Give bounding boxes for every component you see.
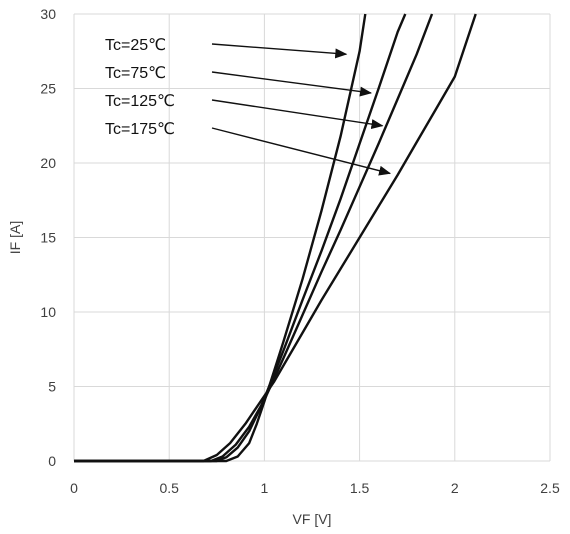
annotation-arrow-4 bbox=[211, 127, 392, 176]
x-tick-label-2: 1 bbox=[261, 480, 269, 496]
annotation-label-3: Tc=125℃ bbox=[105, 93, 175, 110]
y-tick-label-3: 15 bbox=[40, 230, 56, 246]
y-tick-label-1: 5 bbox=[48, 379, 56, 395]
annotation-label-1: Tc=25℃ bbox=[105, 37, 166, 54]
y-tick-label-2: 10 bbox=[40, 304, 56, 320]
y-tick-label-0: 0 bbox=[48, 453, 56, 469]
tick-labels: 0 0.5 1 1.5 2 2.5 0 5 10 15 20 25 30 bbox=[40, 6, 560, 496]
series-line-3 bbox=[74, 13, 434, 463]
annotation-arrow-3 bbox=[211, 99, 384, 130]
x-tick-label-3: 1.5 bbox=[350, 480, 370, 496]
y-tick-label-5: 25 bbox=[40, 81, 56, 97]
curves bbox=[74, 13, 477, 463]
y-tick-label-6: 30 bbox=[40, 6, 56, 22]
annotation-arrow-2 bbox=[211, 71, 373, 97]
series-line-2 bbox=[74, 13, 407, 463]
x-tick-label-0: 0 bbox=[70, 480, 78, 496]
annotation-label-4: Tc=175℃ bbox=[105, 121, 175, 138]
x-tick-label-1: 0.5 bbox=[159, 480, 179, 496]
y-tick-label-4: 20 bbox=[40, 155, 56, 171]
x-axis-title: VF [V] bbox=[293, 511, 332, 527]
annotations: Tc=25℃ Tc=75℃ Tc=125℃ Tc=175℃ bbox=[105, 37, 392, 176]
series-line-4 bbox=[74, 13, 477, 463]
annotation-arrow-1 bbox=[211, 43, 348, 59]
annotation-label-2: Tc=75℃ bbox=[105, 65, 166, 82]
x-tick-label-4: 2 bbox=[451, 480, 459, 496]
y-axis-title: IF [A] bbox=[7, 221, 23, 254]
x-tick-label-5: 2.5 bbox=[540, 480, 560, 496]
